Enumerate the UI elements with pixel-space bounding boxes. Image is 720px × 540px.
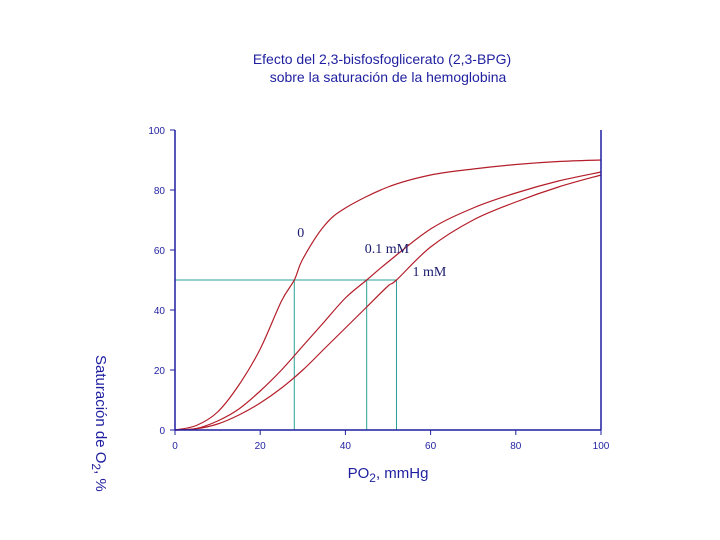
x-axis-label-subscript: 2 <box>369 471 376 485</box>
series-line <box>174 159 602 431</box>
y-tick-label: 60 <box>154 246 166 257</box>
series-line <box>174 171 602 431</box>
x-tick-label: 20 <box>255 441 267 452</box>
chart-title-line-2: sobre la saturación de la hemoglobina <box>270 69 507 85</box>
x-tick-label: 100 <box>593 441 610 452</box>
series-line <box>174 174 602 431</box>
x-tick-label: 60 <box>425 441 437 452</box>
chart-title-line-1: Efecto del 2,3-bisfosfoglicerato (2,3-BP… <box>253 51 511 67</box>
y-axis-label-subscript: 2 <box>89 463 103 470</box>
y-tick-label: 100 <box>148 126 165 137</box>
plot-area: 0 20 40 60 80 100 0 20 40 60 80 100 0 0.1 mM1 mM <box>148 126 609 452</box>
y-axis-label: Saturación de O2, % <box>89 355 109 492</box>
y-tick-label: 80 <box>154 186 166 197</box>
x-axis-label: PO2, mmHg <box>348 465 429 485</box>
series-label: 0 <box>297 226 304 241</box>
series-label: 0.1 mM <box>365 242 410 257</box>
series-label: 1 mM <box>413 265 447 280</box>
y-tick-label: 20 <box>154 366 166 377</box>
x-tick-label: 80 <box>510 441 522 452</box>
x-tick-label: 0 <box>172 441 178 452</box>
y-tick-label: 0 <box>159 426 165 437</box>
y-tick-label: 40 <box>154 306 166 317</box>
x-tick-label: 40 <box>340 441 352 452</box>
